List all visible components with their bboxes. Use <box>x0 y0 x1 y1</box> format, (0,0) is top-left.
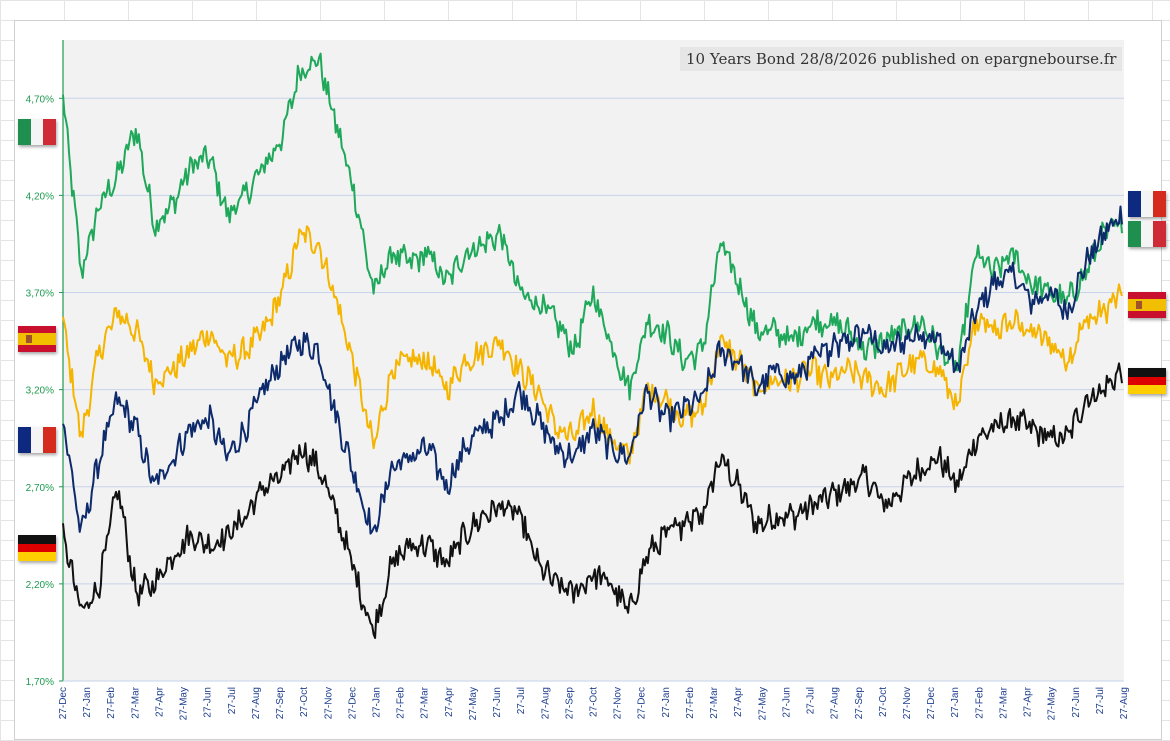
x-tick-label: 27-Jul <box>516 687 527 714</box>
x-tick-label: 27-Apr <box>733 686 744 717</box>
x-tick-label: 27-Apr <box>1023 686 1034 717</box>
x-tick-label: 27-Jan <box>950 687 961 718</box>
x-tick-label: 27-Jul <box>806 687 817 714</box>
spain-flag-icon <box>1128 292 1166 318</box>
x-tick-label: 27-Jul <box>227 687 238 714</box>
chart-title: 10 Years Bond 28/8/2026 published on epa… <box>680 47 1123 71</box>
y-tick-label: 3,70% <box>26 289 54 300</box>
x-tick-label: 27-Aug <box>1119 687 1130 719</box>
x-tick-label: 27-Jun <box>203 687 214 718</box>
x-tick-label: 27-Sep <box>275 687 286 720</box>
series-line-spain <box>62 225 1123 465</box>
x-tick-label: 27-Mar <box>130 686 141 718</box>
x-tick-label: 27-Nov <box>613 687 624 719</box>
x-tick-label: 27-Feb <box>685 687 696 719</box>
x-tick-label: 27-May <box>468 687 479 720</box>
x-tick-label: 27-Aug <box>251 687 262 719</box>
x-tick-label: 27-Aug <box>830 687 841 719</box>
x-tick-label: 27-Jan <box>82 687 93 718</box>
x-tick-label: 27-Mar <box>709 686 720 718</box>
y-tick-label: 2,20% <box>26 580 54 591</box>
x-tick-label: 27-Mar <box>420 686 431 718</box>
x-tick-label: 27-Apr <box>444 686 455 717</box>
x-tick-label: 27-Jun <box>1071 687 1082 718</box>
y-tick-label: 2,70% <box>26 483 54 494</box>
x-tick-label: 27-Oct <box>878 687 889 717</box>
x-tick-label: 27-May <box>179 687 190 720</box>
france-flag-icon <box>18 427 56 453</box>
series-line-germany <box>62 362 1123 639</box>
x-tick-label: 27-Dec <box>58 687 69 719</box>
x-tick-label: 27-Jul <box>1095 687 1106 714</box>
france-flag-icon <box>1128 191 1166 217</box>
germany-flag-icon <box>18 535 56 561</box>
x-tick-label: 27-Aug <box>540 687 551 719</box>
series-line-france <box>62 205 1123 535</box>
x-tick-label: 27-Nov <box>902 687 913 719</box>
x-tick-label: 27-Apr <box>154 686 165 717</box>
x-tick-label: 27-Dec <box>637 687 648 719</box>
x-tick-label: 27-Jan <box>371 687 382 718</box>
y-tick-label: 3,20% <box>26 386 54 397</box>
x-tick-label: 27-May <box>757 687 768 720</box>
x-tick-label: 27-Oct <box>589 687 600 717</box>
y-tick-label: 1,70% <box>26 677 54 688</box>
x-tick-label: 27-Feb <box>974 687 985 719</box>
x-tick-label: 27-Jun <box>492 687 503 718</box>
plot-area <box>63 40 1124 681</box>
x-tick-label: 27-Jun <box>781 687 792 718</box>
x-tick-label: 27-Nov <box>323 687 334 719</box>
x-tick-label: 27-Mar <box>998 686 1009 718</box>
germany-flag-icon <box>1128 368 1166 394</box>
x-tick-label: 27-Jan <box>661 687 672 718</box>
series-line-italy <box>62 52 1123 401</box>
x-tick-label: 27-Feb <box>106 687 117 719</box>
x-tick-label: 27-May <box>1047 687 1058 720</box>
y-tick-label: 4,70% <box>26 94 54 105</box>
x-tick-label: 27-Dec <box>926 687 937 719</box>
x-tick-label: 27-Feb <box>396 687 407 719</box>
x-tick-label: 27-Sep <box>564 687 575 720</box>
spain-flag-icon <box>18 326 56 352</box>
x-tick-label: 27-Oct <box>299 687 310 717</box>
y-tick-label: 4,20% <box>26 191 54 202</box>
x-tick-label: 27-Dec <box>347 687 358 719</box>
italy-flag-icon <box>18 119 56 145</box>
x-tick-label: 27-Sep <box>854 687 865 720</box>
italy-flag-icon <box>1128 221 1166 247</box>
